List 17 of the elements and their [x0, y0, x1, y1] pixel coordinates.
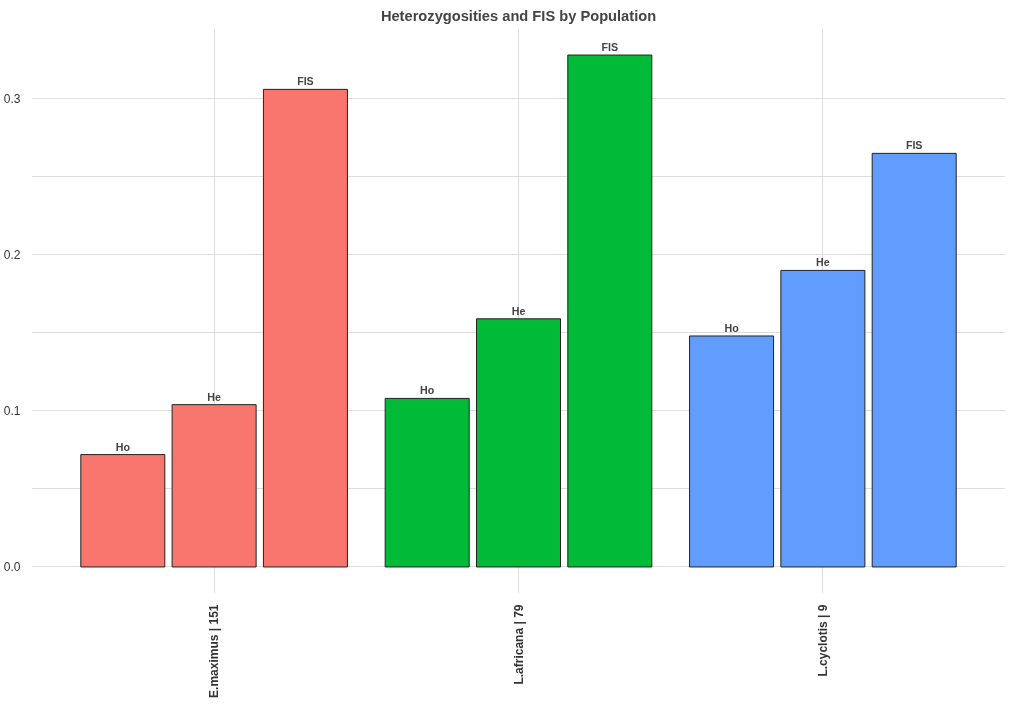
series-label: Ho [115, 440, 131, 453]
y-tick-label: 0.0 [3, 560, 21, 575]
text: He [816, 256, 830, 269]
y-tick-label: 0.3 [3, 92, 21, 107]
x-tick-label: E.maximus | 151 [207, 604, 222, 698]
series-label: FIS [297, 75, 314, 88]
text: He [511, 304, 526, 317]
text: FIS [601, 41, 619, 54]
x-tick-label: L.cyclotis | 9 [815, 604, 830, 677]
y-tick-label: 0.1 [3, 404, 21, 419]
x-tick-label: L.africana | 79 [511, 604, 526, 685]
text: FIS [905, 139, 923, 152]
chart-title: Heterozygosities and FIS by Population [380, 7, 657, 24]
text: Ho [420, 384, 435, 397]
y-tick-label: 0.2 [3, 248, 21, 263]
series-label: He [207, 390, 222, 403]
text: Ho [724, 321, 739, 334]
